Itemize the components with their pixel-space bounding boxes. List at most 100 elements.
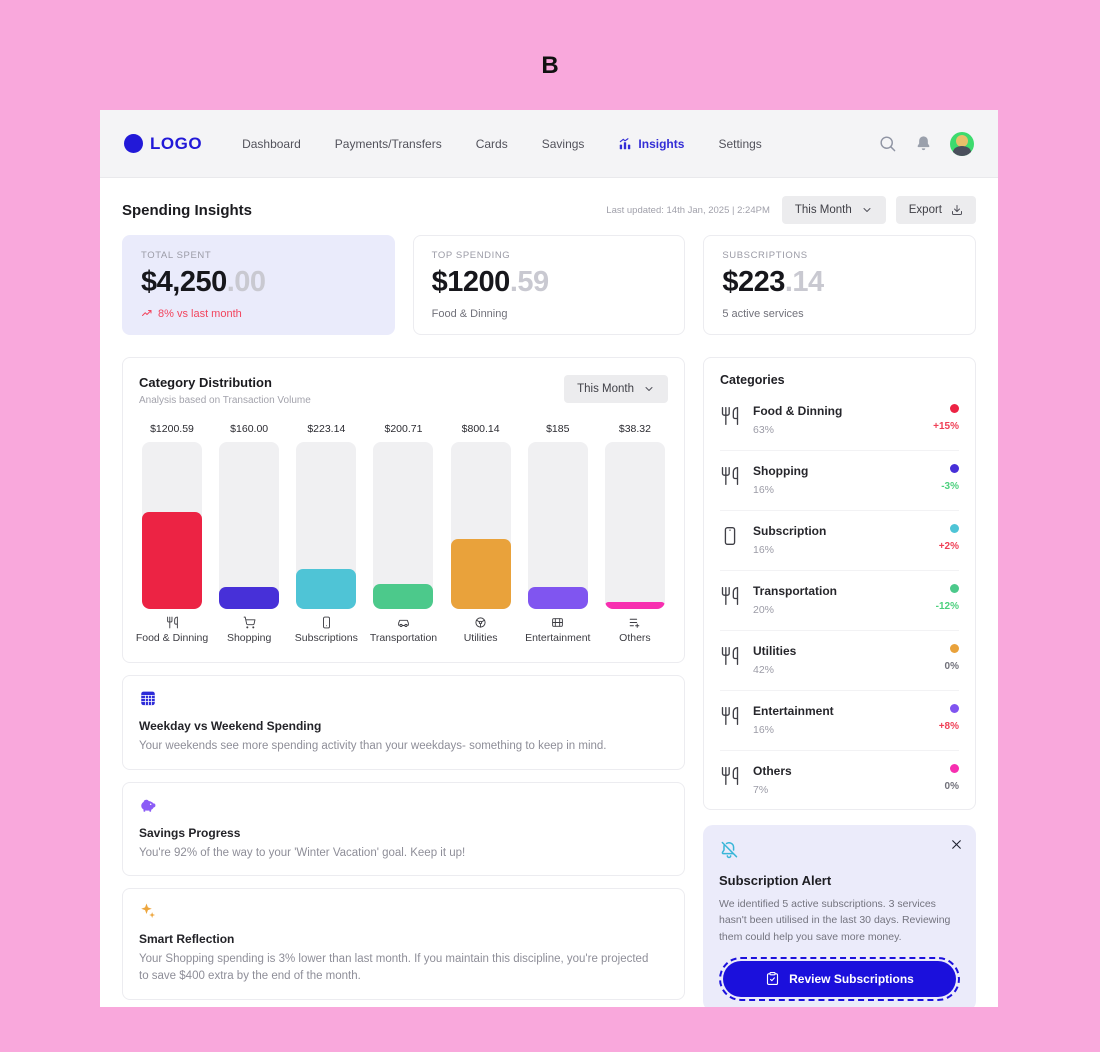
bar-value: $38.32 [618,423,651,435]
nav-item-dashboard[interactable]: Dashboard [242,136,301,151]
navbar: LOGO Dashboard Payments/Transfers Cards … [100,110,998,178]
bar-label: Entertainment [525,616,590,644]
category-row-entertainment[interactable]: Entertainment 16% +8% [720,691,959,751]
navbar-actions [878,131,974,156]
main-grid: Category Distribution Analysis based on … [122,357,976,1007]
bar-entertainment[interactable]: $185 Entertainment [525,423,590,644]
nav-item-savings[interactable]: Savings [541,136,585,151]
category-dot [950,524,959,533]
export-button[interactable]: Export [895,196,976,224]
stat-card-total-spent: TOTAL SPENT $4,250.00 8% vs last month [122,235,395,335]
category-row-utilities[interactable]: Utilities 42% 0% [720,631,959,691]
shopping-cart-icon [243,616,256,629]
category-change: 0% [944,781,959,792]
category-distribution-card: Category Distribution Analysis based on … [122,357,685,663]
bar-fill [527,587,588,609]
logo[interactable]: LOGO [124,134,202,154]
category-dot [950,644,959,653]
categories-panel: Categories Food & Dinning 63% +15% Sh [703,357,976,810]
category-change: 0% [944,661,959,672]
stat-amount: $1200.59 [431,266,549,298]
insight-title: Weekday vs Weekend Spending [139,719,322,733]
film-icon [552,618,564,627]
alert-title: Subscription Alert [719,873,832,888]
bar-value: $200.71 [384,423,423,435]
category-row-subscription[interactable]: Subscription 16% +2% [720,511,959,571]
bar-chart: $1200.59 Food & Dinning $160.00 [136,423,668,644]
utensils-icon [720,404,740,431]
bar-fill [219,587,280,609]
sparkles-icon [139,902,668,925]
category-dot [950,584,959,593]
review-subscriptions-label: Review Subscriptions [789,971,914,986]
insight-title: Smart Reflection [139,932,235,947]
review-subscriptions-button[interactable]: Review Subscriptions [723,960,956,997]
app-window: LOGO Dashboard Payments/Transfers Cards … [100,110,998,1007]
chart-title: Category Distribution [139,375,272,390]
right-column: Categories Food & Dinning 63% +15% Sh [703,357,976,1007]
categories-list: Food & Dinning 63% +15% Shopping 16% - [720,391,959,809]
watermark-label: B [541,52,559,79]
category-change: +2% [938,541,959,552]
logo-mark-icon [124,134,143,153]
subscription-alert-card: Subscription Alert We identified 5 activ… [703,825,976,1007]
category-name: Utilities [753,644,797,658]
bar-fill [450,538,511,609]
bar-others[interactable]: $38.32 Others [604,423,665,644]
insight-card-smart-reflection: Smart Reflection Your Shopping spending … [122,888,685,1000]
category-name: Entertainment [753,704,834,718]
download-icon [952,205,962,215]
bar-track [450,442,511,609]
user-avatar[interactable] [950,131,974,156]
bar-transportation[interactable]: $200.71 Transportation [370,423,437,644]
utensils-icon [720,464,740,491]
category-row-transportation[interactable]: Transportation 20% -12% [720,571,959,631]
logo-text: LOGO [150,133,203,153]
bar-food-dinning[interactable]: $1200.59 Food & Dinning [136,423,208,644]
bar-utilities[interactable]: $800.14 Utilities [450,423,511,644]
bar-value: $185 [546,423,570,435]
utensils-icon [720,644,740,671]
insight-text: Your weekends see more spending activity… [139,740,607,752]
last-updated-text: Last updated: 14th Jan, 2025 | 2:24PM [606,204,770,216]
category-percent: 16% [753,544,775,556]
bar-fill [296,568,357,609]
nav-item-insights[interactable]: Insights [618,137,684,151]
stat-card-subscriptions: SUBSCRIPTIONS $223.14 5 active services [703,235,976,335]
main-nav: Dashboard Payments/Transfers Cards Savin… [242,137,762,151]
left-column: Category Distribution Analysis based on … [122,357,685,1007]
category-dot [950,464,959,473]
stat-amount: $4,250.00 [141,266,266,298]
nav-item-payments-transfers[interactable]: Payments/Transfers [334,136,442,151]
bar-shopping[interactable]: $160.00 Shopping [219,423,280,644]
smartphone-icon [322,616,330,629]
stat-label: SUBSCRIPTIONS [722,250,808,261]
search-icon[interactable] [878,134,897,153]
bar-value: $223.14 [307,423,346,435]
category-change: +8% [938,721,959,732]
avatar-face [956,134,968,147]
bar-fill [142,512,202,609]
chevron-down-icon [645,387,653,391]
nav-item-cards[interactable]: Cards [475,136,508,151]
bar-track [604,442,665,609]
category-row-shopping[interactable]: Shopping 16% -3% [720,451,959,511]
alert-text: We identified 5 active subscriptions. 3 … [719,898,951,943]
period-select[interactable]: This Month [781,196,886,224]
close-icon[interactable] [950,838,963,854]
category-row-food-dinning[interactable]: Food & Dinning 63% +15% [720,391,959,451]
wheel-icon [475,617,486,628]
nav-item-insights-label: Insights [638,136,685,151]
category-change: +15% [933,421,959,432]
category-row-others[interactable]: Others 7% 0% [720,751,959,809]
bar-subscriptions[interactable]: $223.14 Subscriptions [295,423,358,644]
bell-slash-icon [719,840,960,865]
chart-period-select[interactable]: This Month [564,375,668,403]
bell-icon[interactable] [914,134,933,153]
insight-text: Your Shopping spending is 3% lower than … [139,953,649,983]
category-percent: 16% [753,484,775,496]
stat-trend: 8% vs last month [141,308,376,320]
bar-track [142,442,202,609]
nav-item-settings[interactable]: Settings [718,136,762,151]
bar-value: $160.00 [230,423,269,435]
